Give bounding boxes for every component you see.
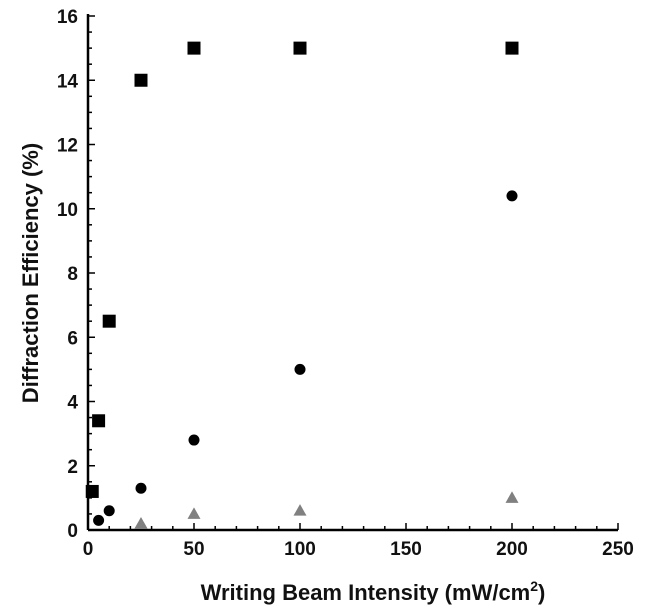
axes	[86, 14, 618, 532]
y-tick-label: 12	[57, 136, 78, 157]
x-axis-title-close: )	[538, 580, 545, 605]
axis-ticks: 0 2 4 6 8 10 12 14 16 0 50 100 150 200 250	[57, 7, 634, 560]
square-marker	[293, 41, 307, 55]
x-axis-title: Writing Beam Intensity (mW/cm2)	[201, 578, 546, 605]
x-axis-title-text: Writing Beam Intensity (mW/cm	[201, 580, 531, 605]
x-tick-label: 50	[183, 539, 204, 560]
square-marker	[92, 414, 106, 428]
square-marker	[102, 314, 116, 328]
x-tick-label: 200	[496, 539, 528, 560]
square-marker	[187, 41, 201, 55]
triangle-marker	[293, 504, 307, 516]
triangle-marker	[505, 491, 519, 503]
square-marker	[85, 484, 99, 498]
circle-marker	[294, 363, 306, 375]
square-marker	[134, 73, 148, 87]
x-tick-label: 250	[602, 539, 634, 560]
circle-marker	[135, 482, 147, 494]
y-tick-label: 8	[67, 264, 78, 285]
y-tick-label: 10	[57, 200, 78, 221]
x-axis-title-superscript: 2	[530, 578, 538, 594]
circle-marker	[103, 505, 115, 517]
circle-marker	[188, 434, 200, 446]
x-tick-label: 100	[284, 539, 316, 560]
y-tick-label: 2	[67, 457, 78, 478]
data-points	[85, 41, 519, 529]
y-tick-label: 6	[67, 328, 78, 349]
y-tick-label: 16	[57, 7, 78, 28]
y-tick-label: 14	[57, 71, 79, 92]
square-marker	[505, 41, 519, 55]
y-tick-label: 0	[67, 521, 78, 542]
triangle-marker	[134, 516, 148, 529]
triangle-marker	[187, 507, 201, 519]
circle-marker	[506, 190, 518, 202]
circle-marker	[93, 514, 105, 526]
x-tick-label: 0	[83, 539, 94, 560]
y-tick-label: 4	[67, 393, 78, 414]
y-axis-title: Diffraction Efficiency (%)	[18, 143, 43, 403]
x-tick-label: 150	[390, 539, 422, 560]
